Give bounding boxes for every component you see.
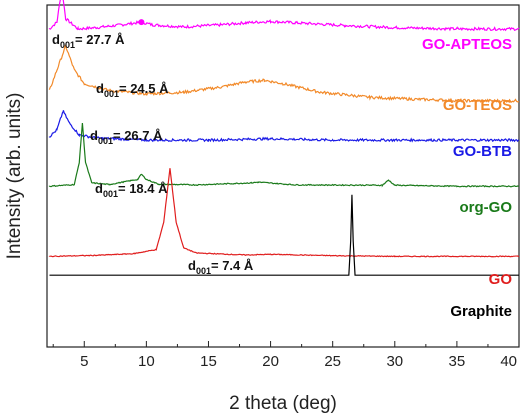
d-spacing-value: = 27.7 Å <box>75 32 125 47</box>
d-spacing-symbol: d <box>90 128 98 143</box>
d-spacing-symbol: d <box>96 81 104 96</box>
d-spacing-subscript: 001 <box>104 89 119 99</box>
series-lines <box>48 0 520 276</box>
x-tick-label-15: 15 <box>200 353 217 370</box>
d-spacing-label-go-btb: d001= 26.7 Å <box>90 128 163 146</box>
d-spacing-label-org-go: d001= 18.4 Å <box>95 181 168 199</box>
d-spacing-subscript: 001 <box>103 189 118 199</box>
series-line-go-teos <box>48 44 520 104</box>
series-label-go: GO <box>489 271 513 288</box>
x-tick-label-40: 40 <box>500 353 517 370</box>
d-spacing-value: = 18.4 Å <box>118 181 168 196</box>
d-spacing-subscript: 001 <box>98 136 113 146</box>
series-label-go-btb: GO-BTB <box>453 143 512 160</box>
plot-frame <box>46 4 520 348</box>
series-line-graphite <box>49 194 519 276</box>
series-label-graphite: Graphite <box>450 303 512 320</box>
series-line-go <box>48 168 520 258</box>
series-line-org-go <box>48 123 520 188</box>
series-label-go-apteos: GO-APTEOS <box>422 36 512 53</box>
x-axis-ticks: 5 10 15 20 25 30 35 40 <box>52 341 520 370</box>
d-spacing-value: = 26.7 Å <box>113 128 163 143</box>
y-axis-title: Intensity (arb. units) <box>4 93 25 260</box>
series-line-go-apteos <box>48 0 520 32</box>
d-spacing-subscript: 001 <box>60 40 75 50</box>
x-tick-label-35: 35 <box>449 353 466 370</box>
d-spacing-subscript: 001 <box>196 266 211 276</box>
series-line-go-btb <box>48 110 520 143</box>
x-tick-label-25: 25 <box>324 353 341 370</box>
d-spacing-label-go: d001= 7.4 Å <box>188 258 254 276</box>
series-label-org-go: org-GO <box>460 199 513 216</box>
x-tick-label-30: 30 <box>386 353 403 370</box>
d-spacing-symbol: d <box>95 181 103 196</box>
d-spacing-value: = 7.4 Å <box>211 258 254 273</box>
d-spacing-label-go-teos: d001= 24.5 Å <box>96 81 169 99</box>
d-spacing-symbol: d <box>188 258 196 273</box>
x-tick-label-10: 10 <box>138 353 155 370</box>
x-axis-title: 2 theta (deg) <box>229 393 337 414</box>
series-marker-go-apteos <box>138 19 145 26</box>
d-spacing-value: = 24.5 Å <box>119 81 169 96</box>
x-tick-label-5: 5 <box>80 353 88 370</box>
x-tick-label-20: 20 <box>262 353 279 370</box>
d-spacing-symbol: d <box>52 32 60 47</box>
series-label-go-teos: GO-TEOS <box>443 97 512 114</box>
series-labels: GO-APTEOS GO-TEOS GO-BTB org-GO GO Graphite <box>422 36 512 320</box>
d-spacing-label-go-apteos: d001= 27.7 Å <box>52 32 125 50</box>
